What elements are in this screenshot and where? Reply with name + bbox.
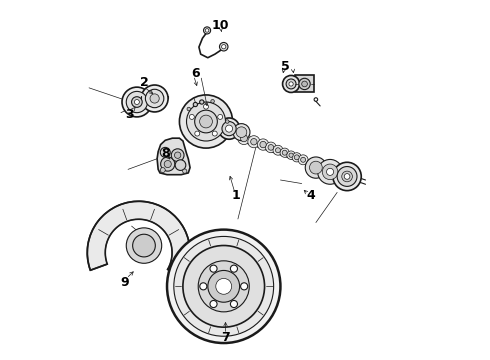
Circle shape (160, 168, 165, 172)
Circle shape (195, 131, 200, 136)
Text: 9: 9 (120, 276, 129, 289)
Text: 4: 4 (306, 189, 315, 202)
Circle shape (212, 131, 217, 136)
Circle shape (134, 100, 139, 104)
Circle shape (172, 149, 184, 162)
Circle shape (183, 246, 265, 327)
Circle shape (302, 81, 307, 87)
Circle shape (322, 164, 338, 180)
Circle shape (225, 120, 229, 123)
Circle shape (199, 115, 212, 128)
Circle shape (203, 27, 211, 34)
Circle shape (193, 102, 197, 107)
Circle shape (146, 89, 164, 108)
Circle shape (241, 135, 247, 142)
Circle shape (289, 82, 293, 86)
Circle shape (187, 102, 225, 141)
Circle shape (210, 301, 217, 307)
Circle shape (294, 155, 299, 160)
Circle shape (126, 228, 162, 263)
Circle shape (238, 132, 250, 145)
Circle shape (218, 114, 222, 120)
Circle shape (257, 139, 269, 150)
Circle shape (160, 147, 170, 157)
Circle shape (241, 283, 247, 290)
Circle shape (122, 87, 152, 117)
Circle shape (208, 270, 240, 302)
Circle shape (318, 159, 343, 184)
Circle shape (337, 167, 357, 186)
Circle shape (268, 145, 274, 150)
Circle shape (233, 123, 250, 141)
Circle shape (283, 76, 299, 93)
Circle shape (200, 283, 207, 290)
Polygon shape (87, 201, 190, 278)
Circle shape (203, 104, 208, 109)
Circle shape (230, 265, 238, 272)
Polygon shape (157, 138, 190, 175)
Circle shape (133, 234, 155, 257)
Circle shape (280, 148, 289, 157)
Circle shape (222, 122, 236, 136)
Circle shape (248, 136, 260, 148)
Circle shape (219, 118, 240, 139)
Circle shape (161, 157, 175, 171)
Circle shape (342, 171, 352, 182)
Circle shape (305, 157, 326, 178)
Circle shape (301, 157, 306, 162)
Circle shape (189, 114, 195, 120)
Text: 3: 3 (125, 108, 134, 121)
Circle shape (314, 98, 318, 101)
Text: 8: 8 (161, 147, 170, 160)
Circle shape (286, 79, 296, 89)
Circle shape (175, 160, 186, 170)
Circle shape (167, 230, 280, 343)
Circle shape (198, 261, 249, 312)
Circle shape (174, 237, 273, 336)
Circle shape (210, 265, 217, 272)
Circle shape (273, 145, 283, 155)
Circle shape (344, 174, 350, 179)
Circle shape (230, 301, 238, 307)
Circle shape (150, 94, 159, 103)
Circle shape (251, 139, 257, 145)
Circle shape (275, 148, 280, 153)
Text: 5: 5 (281, 60, 290, 73)
Text: 7: 7 (221, 331, 230, 344)
Text: 1: 1 (232, 189, 241, 202)
Circle shape (282, 150, 287, 155)
Circle shape (126, 91, 147, 113)
Text: 6: 6 (191, 67, 200, 80)
Circle shape (174, 152, 181, 158)
FancyBboxPatch shape (294, 76, 314, 93)
Circle shape (292, 153, 301, 162)
Circle shape (298, 155, 308, 165)
Circle shape (221, 45, 226, 49)
Circle shape (225, 125, 233, 132)
Circle shape (260, 141, 266, 148)
Circle shape (266, 142, 276, 153)
Circle shape (183, 169, 187, 173)
Circle shape (195, 110, 218, 133)
Circle shape (287, 151, 295, 159)
Circle shape (205, 29, 209, 32)
Circle shape (299, 78, 310, 90)
Circle shape (236, 127, 247, 138)
Circle shape (179, 95, 233, 148)
Circle shape (326, 168, 334, 175)
Circle shape (199, 100, 204, 104)
Text: 2: 2 (140, 76, 148, 89)
Circle shape (187, 107, 191, 111)
Circle shape (211, 99, 214, 103)
Circle shape (333, 162, 361, 191)
Circle shape (164, 161, 171, 168)
Circle shape (220, 42, 228, 51)
Circle shape (141, 85, 168, 112)
Text: 10: 10 (212, 19, 229, 32)
Circle shape (310, 161, 322, 174)
Circle shape (289, 153, 293, 157)
Circle shape (216, 278, 232, 294)
Circle shape (132, 97, 142, 107)
